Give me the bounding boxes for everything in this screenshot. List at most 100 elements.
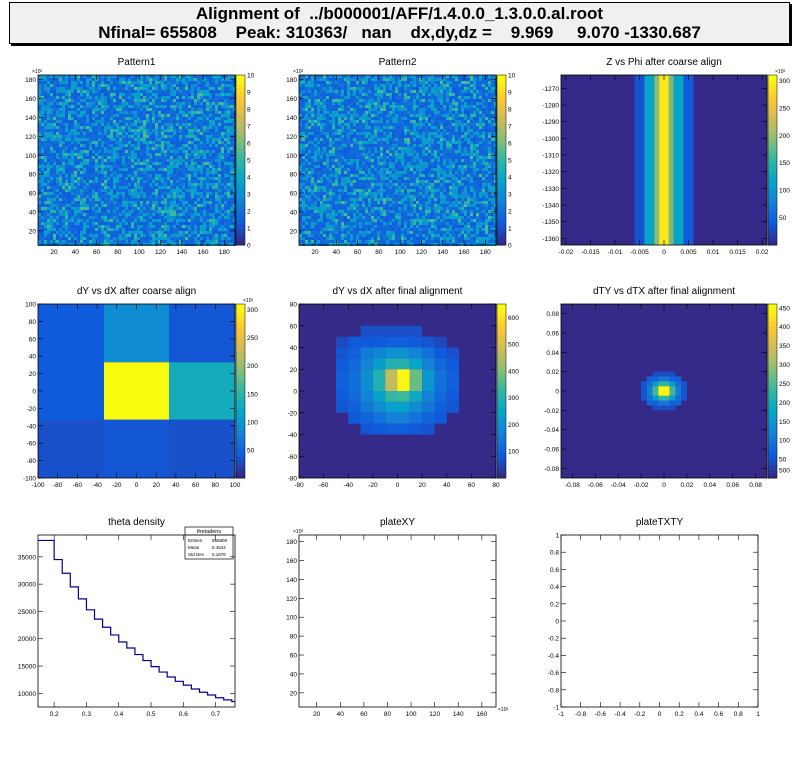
heatmap-cell: [182, 228, 185, 231]
heatmap-cell: [416, 87, 419, 90]
heatmap-cell: [140, 237, 143, 240]
heatmap-cell: [215, 87, 218, 90]
heatmap-cell: [233, 189, 236, 192]
heatmap-cell: [74, 198, 77, 201]
heatmap-cell: [413, 105, 416, 108]
heatmap-cell: [422, 87, 425, 90]
heatmap-cell: [47, 135, 50, 138]
heatmap-cell: [98, 240, 101, 243]
heatmap-cell: [155, 213, 158, 216]
heatmap-cell: [83, 240, 86, 243]
heatmap-cell: [206, 159, 209, 162]
heatmap-cell: [71, 177, 74, 180]
heatmap-cell: [416, 105, 419, 108]
heatmap-cell: [167, 204, 170, 207]
heatmap-cell: [41, 168, 44, 171]
heatmap-cell: [77, 102, 80, 105]
heatmap-cell: [491, 99, 494, 102]
heatmap-cell: [488, 96, 491, 99]
heatmap-cell: [107, 117, 110, 120]
heatmap-cell: [65, 204, 68, 207]
heatmap-cell: [62, 105, 65, 108]
heatmap-cell: [359, 105, 362, 108]
heatmap-cell: [365, 84, 368, 87]
heatmap-cell: [77, 234, 80, 237]
heatmap-cell: [179, 207, 182, 210]
heatmap-cell: [122, 102, 125, 105]
heatmap-cell: [56, 111, 59, 114]
heatmap-cell: [128, 138, 131, 141]
heatmap-cell: [200, 147, 203, 150]
heatmap-cell: [230, 75, 233, 78]
heatmap-cell: [83, 171, 86, 174]
heatmap-cell: [122, 195, 125, 198]
heatmap-cell: [122, 159, 125, 162]
heatmap-cell: [140, 114, 143, 117]
heatmap-cell: [176, 171, 179, 174]
heatmap-cell: [230, 231, 233, 234]
heatmap-cell: [71, 81, 74, 84]
heatmap-cell: [218, 159, 221, 162]
heatmap-cell: [137, 219, 140, 222]
heatmap-cell: [224, 147, 227, 150]
heatmap-cell: [206, 111, 209, 114]
heatmap-cell: [41, 129, 44, 132]
heatmap-cell: [77, 171, 80, 174]
heatmap-cell: [113, 135, 116, 138]
heatmap-cell: [212, 207, 215, 210]
heatmap-cell: [182, 114, 185, 117]
heatmap-cell: [62, 123, 65, 126]
heatmap-cell: [224, 243, 227, 246]
heatmap-cell: [131, 189, 134, 192]
heatmap-cell: [104, 108, 107, 111]
heatmap-cell: [62, 174, 65, 177]
heatmap-cell: [80, 78, 83, 81]
heatmap-cell: [92, 231, 95, 234]
heatmap-cell: [89, 111, 92, 114]
heatmap-cell: [212, 93, 215, 96]
x-tick-label: 100: [134, 249, 145, 256]
heatmap-cell: [158, 141, 161, 144]
heatmap-cell: [374, 102, 377, 105]
heatmap-cell: [140, 126, 143, 129]
heatmap-cell: [437, 117, 440, 120]
heatmap-cell: [164, 168, 167, 171]
heatmap-cell: [212, 150, 215, 153]
heatmap-cell: [47, 171, 50, 174]
heatmap-cell: [188, 147, 191, 150]
heatmap-cell: [311, 102, 314, 105]
heatmap-cell: [416, 102, 419, 105]
heatmap-cell: [101, 141, 104, 144]
heatmap-cell: [62, 210, 65, 213]
heatmap-cell: [341, 123, 344, 126]
heatmap-cell: [215, 84, 218, 87]
heatmap-cell: [101, 201, 104, 204]
heatmap-cell: [86, 129, 89, 132]
heatmap-cell: [209, 123, 212, 126]
heatmap-cell: [449, 87, 452, 90]
heatmap-cell: [200, 105, 203, 108]
heatmap-cell: [326, 84, 329, 87]
heatmap-cell: [440, 75, 443, 78]
heatmap-cell: [167, 84, 170, 87]
heatmap-cell: [194, 240, 197, 243]
heatmap-cell: [410, 78, 413, 81]
heatmap-cell: [203, 144, 206, 147]
heatmap-cell: [473, 78, 476, 81]
heatmap-cell: [140, 147, 143, 150]
heatmap-cell: [161, 159, 164, 162]
heatmap-cell: [167, 201, 170, 204]
heatmap-cell: [203, 243, 206, 246]
heatmap-cell: [386, 108, 389, 111]
heatmap-cell: [38, 204, 41, 207]
heatmap-cell: [131, 123, 134, 126]
heatmap-cell: [188, 243, 191, 246]
heatmap-cell: [470, 84, 473, 87]
heatmap-cell: [179, 132, 182, 135]
heatmap-cell: [65, 117, 68, 120]
heatmap-cell: [170, 105, 173, 108]
heatmap-cell: [83, 105, 86, 108]
heatmap-cell: [203, 132, 206, 135]
heatmap-cell: [311, 126, 314, 129]
heatmap-cell: [65, 198, 68, 201]
